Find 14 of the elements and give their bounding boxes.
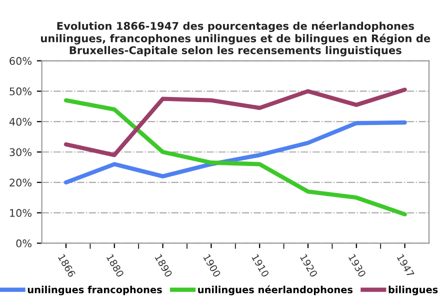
line-series (64, 98, 407, 216)
y-tick-label: 0% (16, 239, 32, 248)
line-series (64, 88, 407, 158)
y-tick-label: 10% (10, 209, 32, 217)
legend-label: bilingues (388, 286, 438, 296)
legend-label: unilingues néerlandophones (198, 285, 353, 296)
y-tick-label: 40% (9, 118, 32, 126)
y-tick-label: 20% (10, 178, 32, 187)
y-tick-label: 30% (10, 148, 32, 156)
y-tick-label: 60% (10, 57, 32, 65)
chart-title: Evolution 1866-1947 des pourcentages de néerlandophones unilingues, francophones unilingues et de bilingues en Région de Bruxelles-Capitale selon les recensements linguistiques (41, 21, 430, 56)
line-series (64, 120, 407, 184)
legend-label: unilingues francophones (28, 286, 162, 296)
y-tick-label: 50% (10, 87, 32, 96)
